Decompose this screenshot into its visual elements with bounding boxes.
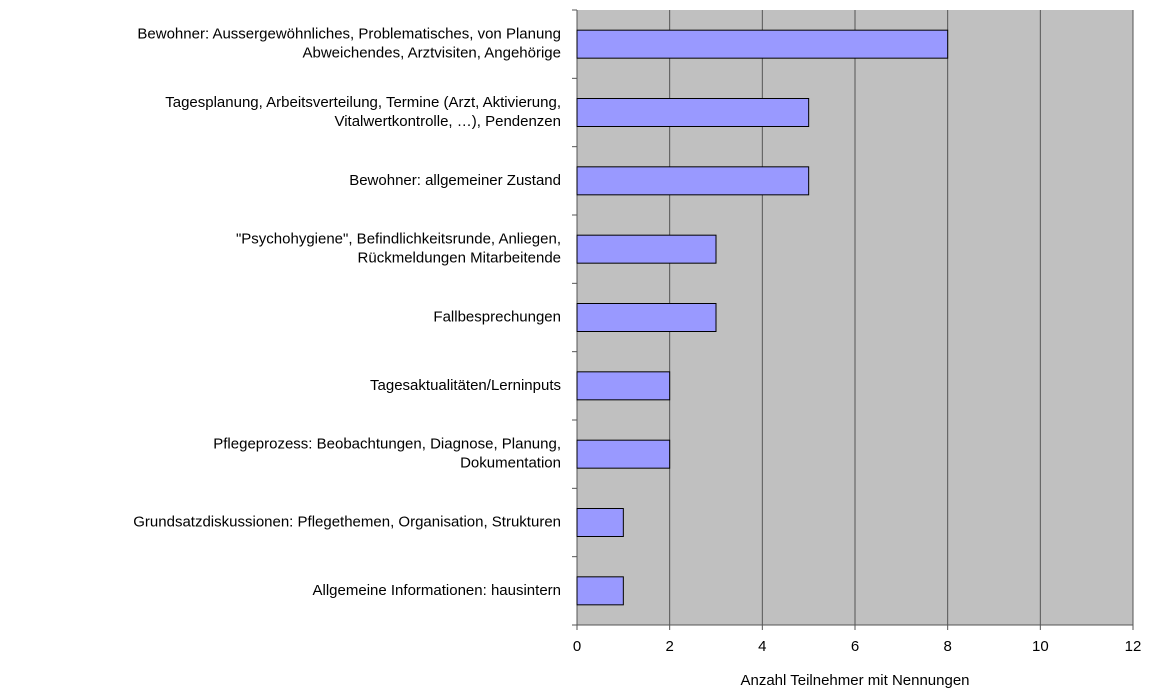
y-tick-label: Abweichendes, Arztvisiten, Angehörige (303, 45, 562, 62)
x-axis-title: Anzahl Teilnehmer mit Nennungen (740, 672, 969, 689)
y-tick-label: Fallbesprechungen (433, 308, 561, 325)
bar (576, 508, 624, 537)
y-tick-label: Tagesplanung, Arbeitsverteilung, Termine… (165, 94, 561, 111)
y-tick-label: Allgemeine Informationen: hausintern (313, 582, 561, 599)
bar (576, 166, 810, 196)
bar (576, 439, 671, 469)
y-tick-label: Rückmeldungen Mitarbeitende (358, 250, 561, 267)
y-tick-label: Grundsatzdiskussionen: Pflegethemen, Org… (133, 513, 561, 530)
bar (576, 371, 671, 401)
x-tick-label: 10 (1032, 638, 1049, 655)
x-tick-label: 12 (1125, 638, 1142, 655)
bar (576, 576, 624, 606)
bar (576, 98, 810, 127)
x-tick-label: 8 (943, 638, 951, 655)
x-tick-label: 2 (665, 638, 673, 655)
y-tick-label: Bewohner: Aussergewöhnliches, Problemati… (137, 26, 561, 43)
x-tick-label: 6 (851, 638, 859, 655)
y-tick-label: Vitalwertkontrolle, …), Pendenzen (334, 113, 561, 130)
y-tick-label: Bewohner: allgemeiner Zustand (349, 172, 561, 189)
x-tick-label: 0 (573, 638, 581, 655)
bar (576, 303, 717, 332)
bar (576, 29, 949, 59)
y-tick-label: "Psychohygiene", Befindlichkeitsrunde, A… (236, 231, 561, 248)
x-tick-label: 4 (758, 638, 766, 655)
bar (576, 234, 717, 264)
y-tick-label: Dokumentation (460, 455, 561, 472)
y-tick-label: Tagesaktualitäten/Lerninputs (370, 377, 561, 394)
y-tick-label: Pflegeprozess: Beobachtungen, Diagnose, … (213, 436, 561, 453)
